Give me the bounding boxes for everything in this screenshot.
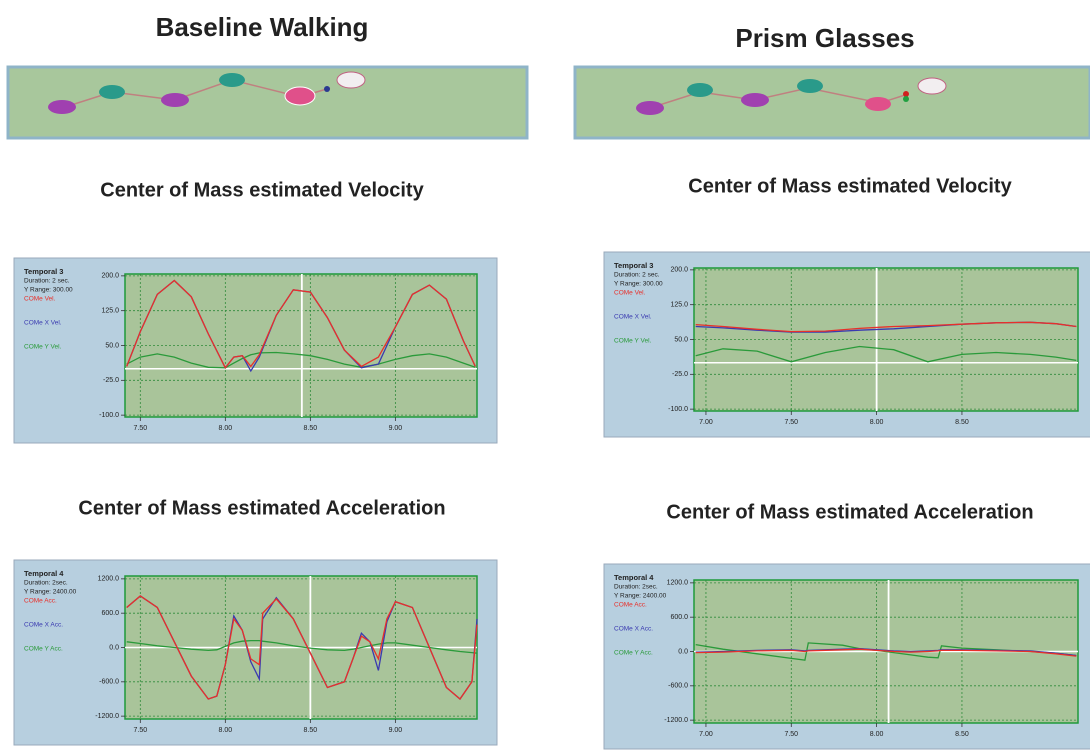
- legend-label: COMe Acc.: [24, 598, 57, 605]
- chart: Center of Mass estimated Acceleration Tem…: [603, 501, 1090, 750]
- info-text: Y Range: 2400.00: [24, 589, 77, 596]
- strip-bg: [573, 65, 1090, 140]
- x-tick-label: 9.00: [389, 727, 403, 734]
- footprint: [336, 71, 366, 89]
- heading: Baseline Walking: [156, 12, 369, 42]
- footprint: [865, 97, 891, 111]
- y-tick-label: 50.0: [105, 342, 119, 349]
- y-tick-label: 600.0: [101, 610, 119, 617]
- y-tick-label: 1200.0: [667, 580, 689, 587]
- chart-title: Center of Mass estimated Acceleration: [78, 497, 445, 519]
- chart: Center of Mass estimated Velocity Tempora…: [13, 179, 498, 444]
- info-text: Temporal 4: [614, 573, 654, 582]
- chart: Center of Mass estimated Acceleration Tem…: [13, 497, 498, 746]
- legend-label: COMe X Acc.: [24, 622, 63, 629]
- legend-label: COMe Y Acc.: [24, 646, 63, 653]
- footprint: [741, 93, 769, 107]
- x-tick-label: 7.50: [784, 731, 798, 738]
- y-tick-label: 0.0: [678, 648, 688, 655]
- y-tick-label: -1200.0: [95, 713, 119, 720]
- x-tick-label: 7.50: [133, 727, 147, 734]
- series-line: [126, 639, 478, 654]
- info-text: Duration: 2 sec.: [614, 272, 660, 279]
- footprint: [161, 93, 189, 107]
- series-line: [126, 595, 478, 700]
- info-text: Temporal 3: [24, 267, 63, 276]
- y-tick-label: 200.0: [670, 267, 688, 274]
- chart-title: Center of Mass estimated Velocity: [100, 179, 424, 201]
- footprint: [99, 85, 125, 99]
- footprint: [797, 79, 823, 93]
- legend-label: COMe X Vel.: [24, 320, 62, 327]
- y-tick-label: 0.0: [109, 644, 119, 651]
- x-tick-label: 8.50: [304, 727, 318, 734]
- x-tick-label: 8.00: [219, 727, 233, 734]
- y-tick-label: -25.0: [103, 377, 119, 384]
- series-line: [695, 648, 1077, 657]
- series-line: [126, 351, 476, 369]
- info-text: Y Range: 300.00: [24, 287, 73, 294]
- footprint-strip: [6, 65, 529, 140]
- y-tick-label: 125.0: [101, 308, 119, 315]
- heading: Prism Glasses: [735, 23, 914, 53]
- x-tick-label: 8.50: [304, 425, 318, 432]
- chart: Center of Mass estimated Velocity Tempora…: [603, 175, 1090, 438]
- legend-label: COMe Y Acc.: [614, 650, 653, 657]
- footprint: [48, 100, 76, 114]
- y-tick-label: -1200.0: [664, 717, 688, 724]
- series-line: [126, 279, 476, 370]
- y-tick-label: -600.0: [668, 683, 688, 690]
- x-tick-label: 7.50: [133, 425, 147, 432]
- x-tick-label: 8.50: [955, 731, 969, 738]
- footprint-strip: [573, 65, 1090, 140]
- y-tick-label: -600.0: [99, 679, 119, 686]
- legend-label: COMe Acc.: [614, 602, 647, 609]
- footprint: [917, 77, 947, 95]
- x-tick-label: 7.00: [699, 419, 713, 426]
- y-tick-label: 1200.0: [98, 576, 120, 583]
- x-tick-label: 8.00: [870, 731, 884, 738]
- info-text: Duration: 2sec.: [24, 580, 68, 587]
- legend-label: COMe Vel.: [614, 290, 646, 297]
- marker: [324, 86, 330, 92]
- info-text: Y Range: 2400.00: [614, 593, 667, 600]
- chart-title: Center of Mass estimated Velocity: [688, 175, 1012, 197]
- legend-label: COMe X Acc.: [614, 626, 653, 633]
- series-line: [695, 321, 1077, 333]
- info-text: Duration: 2sec.: [614, 584, 658, 591]
- x-tick-label: 8.00: [870, 419, 884, 426]
- footprint: [219, 73, 245, 87]
- marker: [903, 91, 909, 97]
- x-tick-label: 7.50: [784, 419, 798, 426]
- y-tick-label: 200.0: [101, 273, 119, 280]
- y-tick-label: -100.0: [668, 406, 688, 413]
- series-line: [695, 345, 1077, 363]
- marker: [903, 96, 909, 102]
- chart-title: Center of Mass estimated Acceleration: [666, 501, 1033, 523]
- legend-label: COMe Vel.: [24, 296, 56, 303]
- x-tick-label: 9.00: [389, 425, 403, 432]
- footprint: [687, 83, 713, 97]
- y-tick-label: 125.0: [670, 302, 688, 309]
- info-text: Temporal 3: [614, 261, 653, 270]
- legend-label: COMe X Vel.: [614, 314, 652, 321]
- y-tick-label: -100.0: [99, 412, 119, 419]
- x-tick-label: 8.00: [219, 425, 233, 432]
- footprint: [636, 101, 664, 115]
- strip-bg: [6, 65, 529, 140]
- y-tick-label: 50.0: [674, 336, 688, 343]
- footprint: [284, 86, 316, 106]
- y-tick-label: -25.0: [672, 371, 688, 378]
- info-text: Y Range: 300.00: [614, 281, 663, 288]
- info-text: Temporal 4: [24, 569, 64, 578]
- info-text: Duration: 2 sec.: [24, 278, 70, 285]
- y-tick-label: 600.0: [670, 614, 688, 621]
- legend-label: COMe Y Vel.: [614, 338, 652, 345]
- x-tick-label: 8.50: [955, 419, 969, 426]
- legend-label: COMe Y Vel.: [24, 344, 62, 351]
- x-tick-label: 7.00: [699, 731, 713, 738]
